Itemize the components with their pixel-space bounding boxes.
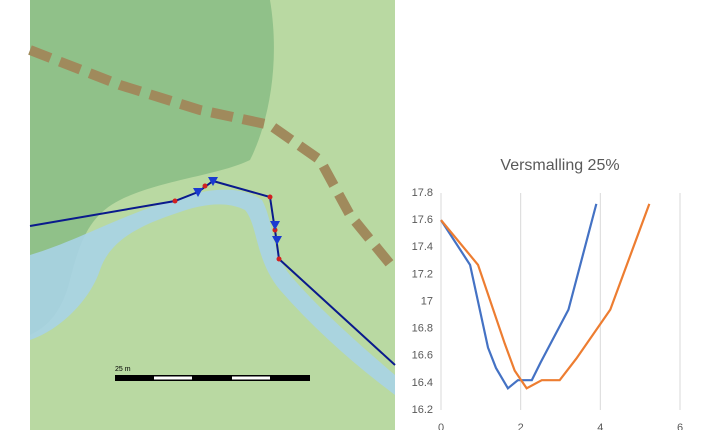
y-tick-label: 17.2 [412,268,433,280]
y-tick-label: 16.8 [412,323,433,335]
y-tick-label: 16.4 [412,377,433,389]
scale-segment [232,377,270,380]
node [173,199,178,204]
y-tick-label: 17 [421,295,433,307]
y-tick-label: 16.6 [412,350,433,362]
y-tick-label: 16.2 [412,404,433,416]
x-tick-label: 0 [438,422,444,430]
x-tick-label: 6 [677,422,683,430]
node [268,195,273,200]
y-tick-label: 17.8 [412,187,433,199]
node [203,184,208,189]
scale-label: 25 m [115,366,131,373]
screen: 25 m Versmalling 25% 0 2 4 6 16.2 16.4 16.6 16.… [0,0,709,430]
y-tick-label: 17.6 [412,214,433,226]
page: 25 m Versmalling 25% 0 2 4 6 16.2 16.4 16.6 16.… [0,0,709,430]
chart-title: Versmalling 25% [500,157,619,174]
x-tick-label: 4 [597,422,603,430]
map: 25 m [30,0,395,430]
series-line [441,204,596,388]
scale-segment [115,375,310,381]
series-line [441,204,649,388]
y-tick-label: 17.4 [412,241,433,253]
node [277,257,282,262]
scale-segment [154,377,192,380]
x-tick-label: 2 [518,422,524,430]
